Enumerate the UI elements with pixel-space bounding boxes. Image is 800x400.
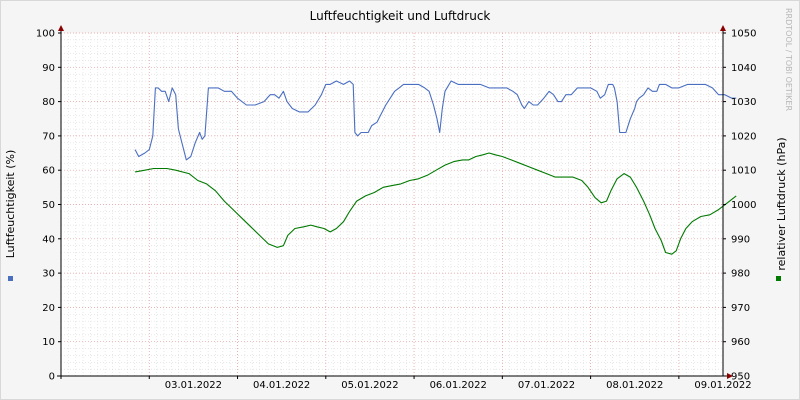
y-tick-label-left: 50 <box>42 200 55 211</box>
y-tick-label-left: 90 <box>42 63 55 74</box>
y-tick-label-right: 960 <box>731 337 750 348</box>
y-tick-label-right: 970 <box>731 303 750 314</box>
y-tick-label-right: 1050 <box>731 29 756 40</box>
x-tick-label: 06.01.2022 <box>430 380 487 391</box>
y-tick-label-left: 0 <box>49 372 55 383</box>
x-tick-label: 08.01.2022 <box>606 380 663 391</box>
y-axis-right-arrow <box>720 25 726 31</box>
y-tick-label-right: 980 <box>731 269 750 280</box>
y-tick-label-right: 950 <box>731 372 750 383</box>
y-tick-label-right: 1020 <box>731 131 756 142</box>
y-tick-label-left: 60 <box>42 166 55 177</box>
y-tick-label-left: 100 <box>36 29 55 40</box>
y-tick-label-right: 1000 <box>731 200 756 211</box>
y-tick-label-right: 1040 <box>731 63 756 74</box>
legend-marker-left <box>8 276 13 281</box>
series-line-left <box>134 80 737 161</box>
y-axis-right-label: relativer Luftdruck (hPa) <box>775 137 788 270</box>
y-tick-label-left: 40 <box>42 234 55 245</box>
legend-marker-right <box>776 276 781 281</box>
x-tick-label: 09.01.2022 <box>694 380 751 391</box>
x-tick-label: 07.01.2022 <box>518 380 575 391</box>
y-tick-label-left: 10 <box>42 337 55 348</box>
y-tick-label-left: 20 <box>42 303 55 314</box>
y-tick-label-right: 1010 <box>731 166 756 177</box>
y-tick-label-right: 1030 <box>731 97 756 108</box>
chart-title: Luftfeuchtigkeit und Luftdruck <box>310 9 491 23</box>
y-tick-label-left: 70 <box>42 131 55 142</box>
x-tick-label: 04.01.2022 <box>253 380 310 391</box>
y-tick-label-left: 30 <box>42 269 55 280</box>
y-axis-left-label: Luftfeuchtigkeit (%) <box>4 150 17 259</box>
x-tick-label: 05.01.2022 <box>341 380 398 391</box>
x-tick-label: 03.01.2022 <box>165 380 222 391</box>
watermark: RRDTOOL / TOBI OETIKER <box>784 8 793 111</box>
series-line-right <box>135 152 737 255</box>
y-axis-left-arrow <box>58 25 64 31</box>
y-tick-label-right: 990 <box>731 234 750 245</box>
x-axis-arrow <box>727 373 733 379</box>
y-tick-label-left: 80 <box>42 97 55 108</box>
